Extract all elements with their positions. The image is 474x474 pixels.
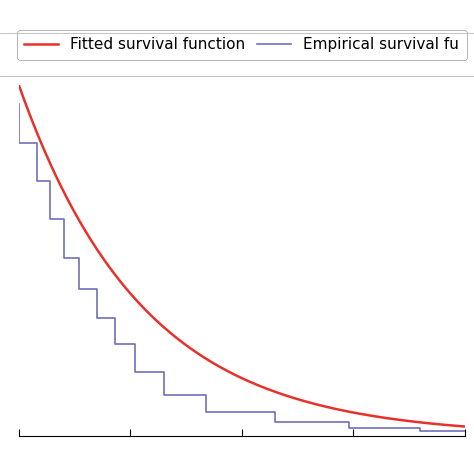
Legend: Fitted survival function, Empirical survival fu: Fitted survival function, Empirical surv… [17, 30, 467, 60]
